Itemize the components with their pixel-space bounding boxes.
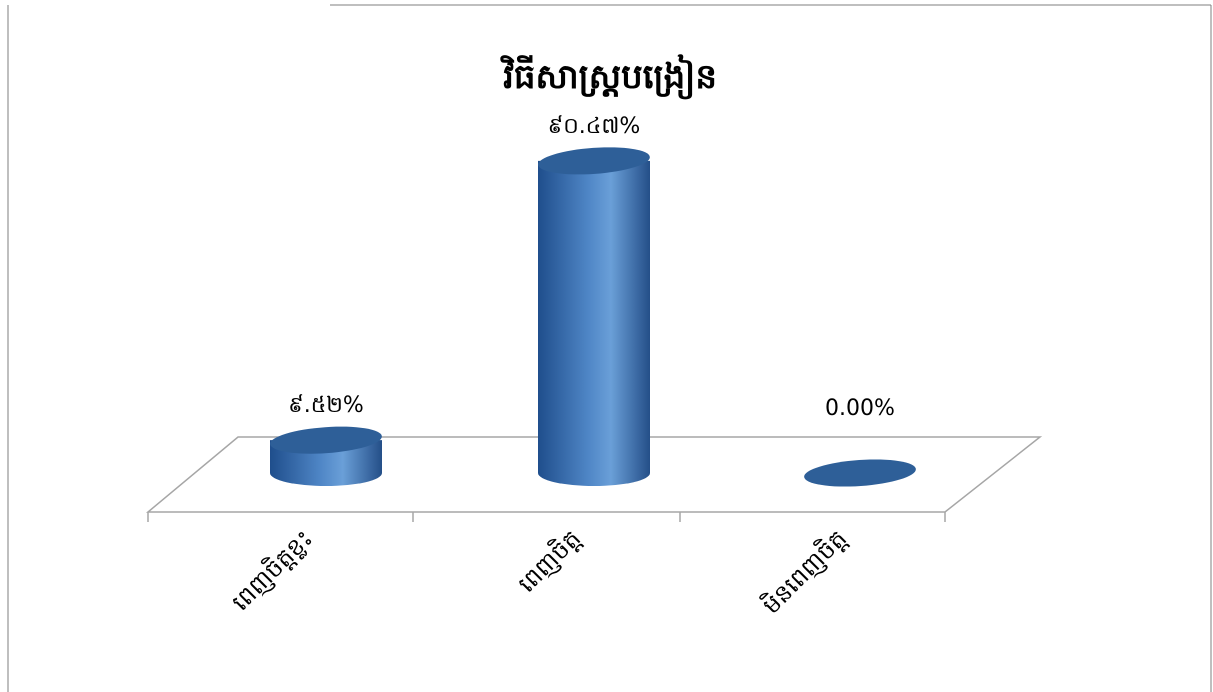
bar-top-1 — [538, 147, 650, 175]
bars-group — [270, 147, 916, 487]
bar-body-1 — [538, 160, 650, 487]
bar-top-2 — [804, 459, 916, 487]
value-label: ៩.៥២% — [288, 393, 364, 418]
value-label: ៩០.៤៧% — [548, 114, 641, 139]
chart-title: វិធីសាស្ត្របង្រៀន — [500, 54, 717, 100]
category-label: ពេញចិត្ត — [512, 524, 586, 598]
category-label: មិនពេញចិត្ត — [756, 524, 852, 620]
value-label: 0.00% — [825, 396, 895, 421]
bar-top-0 — [270, 426, 382, 454]
category-label: ពេញចិត្តខ្លះ — [226, 524, 319, 617]
